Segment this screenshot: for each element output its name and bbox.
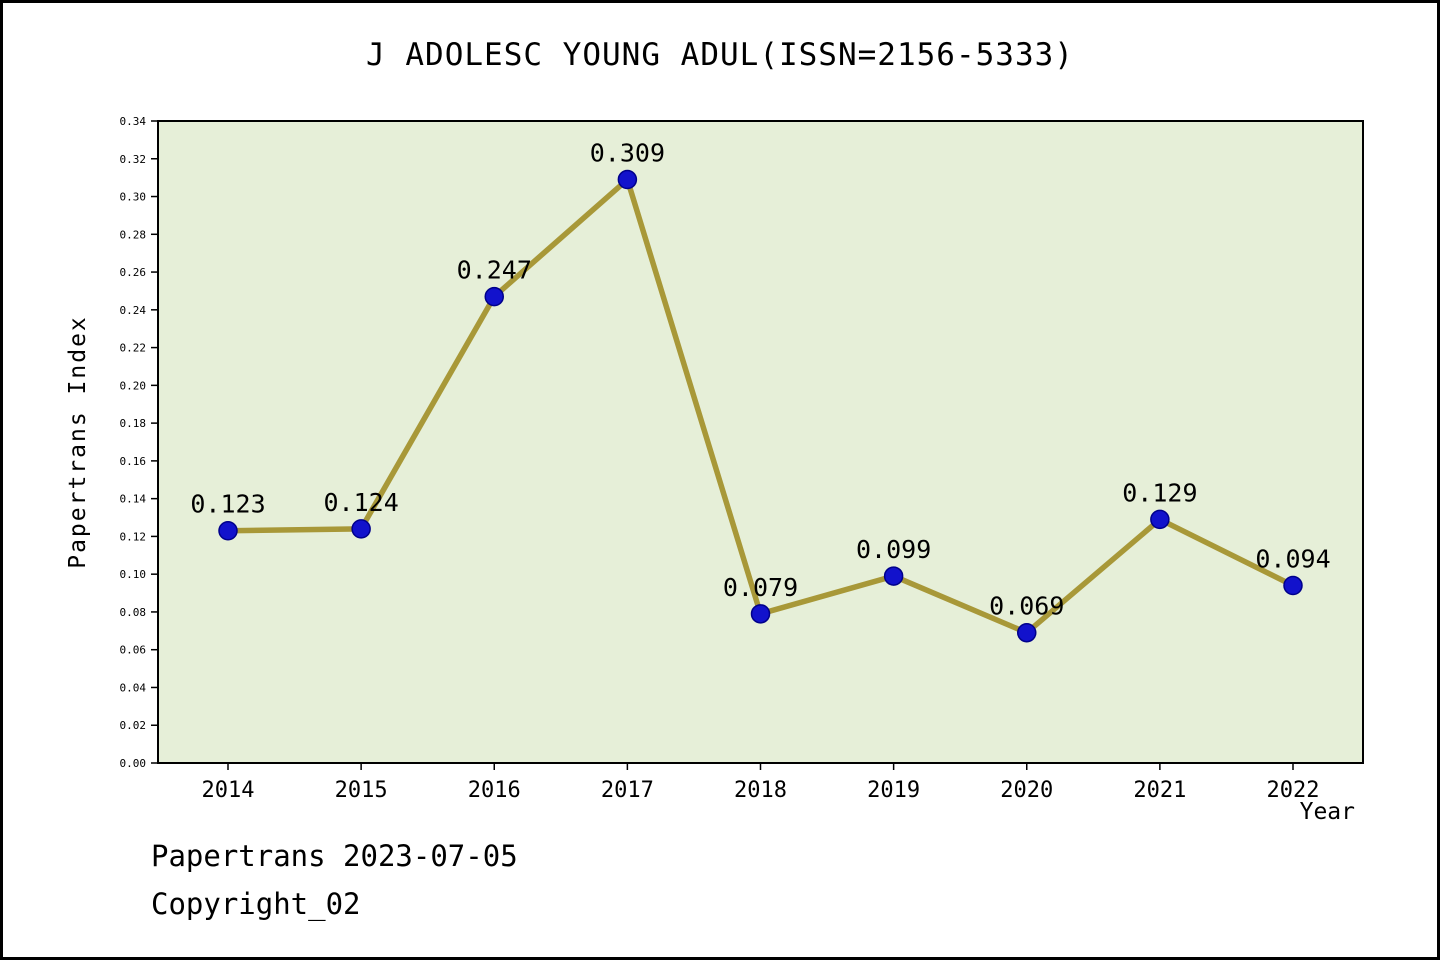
svg-text:0.124: 0.124	[323, 488, 398, 517]
svg-text:0.08: 0.08	[120, 606, 147, 619]
svg-text:0.309: 0.309	[590, 139, 665, 168]
svg-text:2019: 2019	[867, 778, 920, 803]
chart-title: J ADOLESC YOUNG ADUL(ISSN=2156-5333)	[366, 37, 1074, 73]
svg-text:0.079: 0.079	[723, 573, 798, 602]
svg-text:0.129: 0.129	[1122, 478, 1197, 507]
svg-text:0.26: 0.26	[120, 266, 147, 279]
svg-text:0.12: 0.12	[120, 530, 147, 543]
svg-text:0.094: 0.094	[1255, 545, 1330, 574]
line-chart-plot: 0.00 0.02 0.04 0.06 0.08 0.10 0.12 0.14 0.16 0.18…	[120, 115, 1364, 803]
svg-text:2020: 2020	[1000, 778, 1053, 803]
svg-text:2018: 2018	[734, 778, 787, 803]
svg-text:0.24: 0.24	[120, 304, 147, 317]
svg-text:0.32: 0.32	[120, 153, 147, 166]
svg-text:2015: 2015	[335, 778, 388, 803]
svg-text:0.30: 0.30	[120, 191, 147, 204]
svg-text:2021: 2021	[1133, 778, 1186, 803]
svg-text:2022: 2022	[1267, 778, 1320, 803]
svg-text:0.04: 0.04	[120, 681, 147, 694]
x-axis-label: Year	[1299, 799, 1355, 825]
svg-text:0.34: 0.34	[120, 115, 147, 128]
svg-text:2014: 2014	[202, 778, 255, 803]
svg-text:0.18: 0.18	[120, 417, 147, 430]
svg-text:0.099: 0.099	[856, 535, 931, 564]
footer-date: Papertrans 2023-07-05	[151, 839, 518, 873]
svg-text:2017: 2017	[601, 778, 654, 803]
footer-copyright: Copyright_02	[151, 887, 361, 921]
svg-text:0.123: 0.123	[190, 490, 265, 519]
svg-text:0.02: 0.02	[120, 719, 147, 732]
svg-text:2016: 2016	[468, 778, 521, 803]
svg-text:0.06: 0.06	[120, 644, 147, 657]
svg-text:0.00: 0.00	[120, 757, 147, 770]
svg-text:0.247: 0.247	[457, 256, 532, 285]
svg-text:0.22: 0.22	[120, 342, 147, 355]
svg-text:0.10: 0.10	[120, 568, 147, 581]
svg-text:0.20: 0.20	[120, 379, 147, 392]
svg-text:0.28: 0.28	[120, 228, 147, 241]
svg-text:0.16: 0.16	[120, 455, 147, 468]
svg-text:0.14: 0.14	[120, 493, 147, 506]
svg-text:0.069: 0.069	[989, 592, 1064, 621]
